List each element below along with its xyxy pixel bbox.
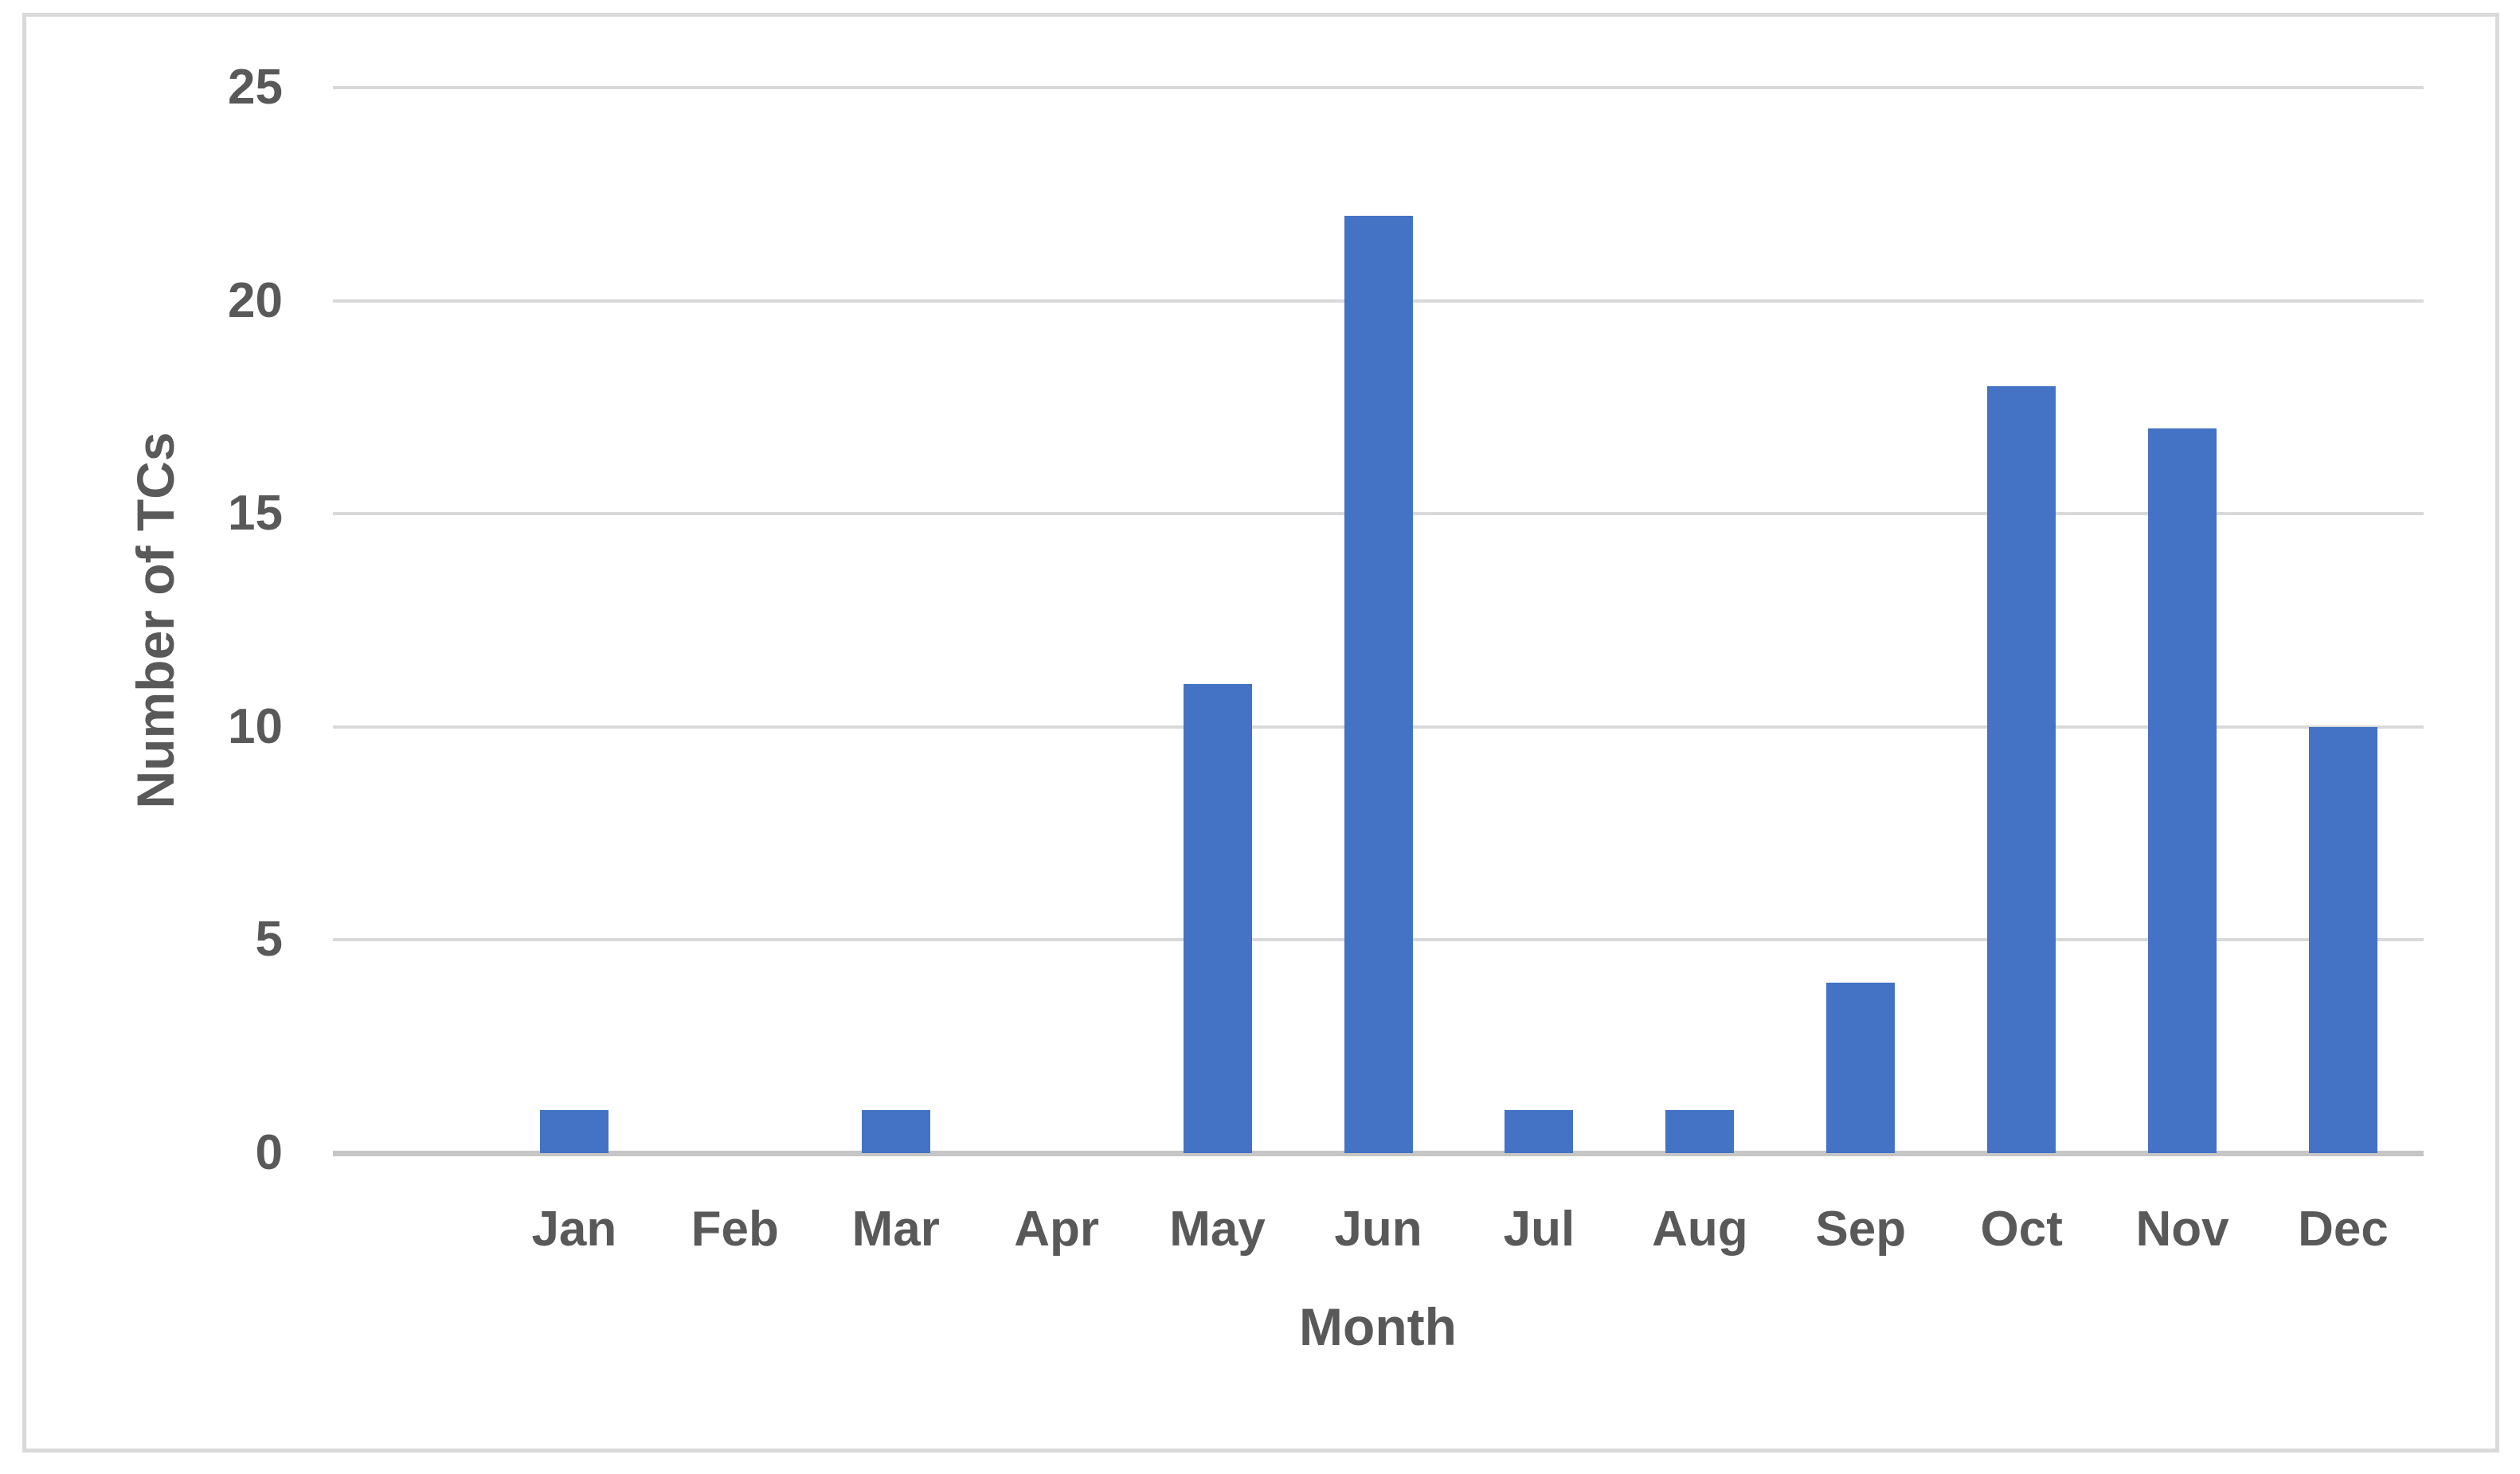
bar-mar (861, 1110, 930, 1153)
bar-jan (539, 1110, 608, 1153)
bar-nov (2148, 428, 2217, 1153)
x-axis-title: Month (1299, 1297, 1457, 1356)
bar-sep (1826, 982, 1896, 1153)
plot-area (333, 86, 2424, 1156)
x-tick-label-dec: Dec (2298, 1202, 2389, 1257)
x-tick-label-jul: Jul (1503, 1202, 1575, 1257)
bar-dec (2309, 726, 2378, 1153)
x-axis-line (333, 1151, 2424, 1156)
y-tick-label-0: 0 (255, 1125, 283, 1180)
y-tick-label-25: 25 (228, 60, 283, 115)
x-tick-label-feb: Feb (691, 1202, 779, 1257)
bar-oct (1987, 385, 2056, 1153)
chart-frame (22, 13, 2499, 1452)
y-tick-label-15: 15 (228, 486, 283, 542)
gridline-25 (333, 86, 2424, 89)
bar-may (1183, 684, 1252, 1153)
y-tick-label-5: 5 (255, 912, 283, 968)
x-tick-label-nov: Nov (2135, 1202, 2229, 1257)
x-tick-label-aug: Aug (1652, 1202, 1748, 1257)
y-tick-label-10: 10 (228, 698, 283, 754)
x-tick-label-jan: Jan (531, 1202, 617, 1257)
bar-jul (1505, 1110, 1574, 1153)
x-tick-label-sep: Sep (1815, 1202, 1907, 1257)
x-tick-label-mar: Mar (851, 1202, 940, 1257)
x-tick-label-jun: Jun (1334, 1202, 1422, 1257)
x-tick-label-may: May (1169, 1202, 1266, 1257)
bar-aug (1665, 1110, 1735, 1153)
x-tick-label-oct: Oct (1980, 1202, 2063, 1257)
y-axis-title: Number of TCs (126, 432, 185, 809)
x-tick-label-apr: Apr (1014, 1202, 1100, 1257)
y-tick-label-20: 20 (228, 272, 283, 328)
bar-jun (1344, 215, 1413, 1153)
